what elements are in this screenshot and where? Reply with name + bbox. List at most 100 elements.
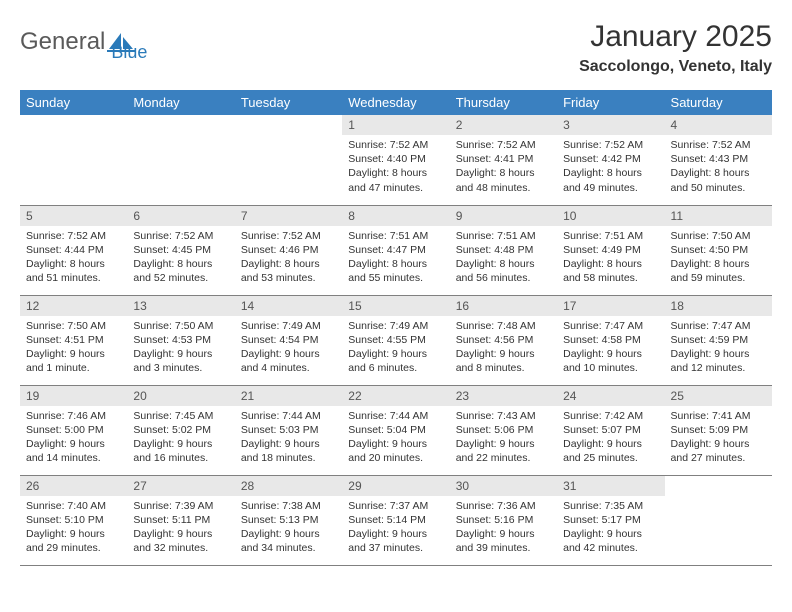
day-details: Sunrise: 7:51 AMSunset: 4:47 PMDaylight:…	[342, 226, 449, 292]
weekday-header: Wednesday	[342, 90, 449, 115]
day-details: Sunrise: 7:50 AMSunset: 4:51 PMDaylight:…	[20, 316, 127, 382]
day-number: 31	[557, 476, 664, 496]
day-details: Sunrise: 7:52 AMSunset: 4:46 PMDaylight:…	[235, 226, 342, 292]
day-details: Sunrise: 7:43 AMSunset: 5:06 PMDaylight:…	[450, 406, 557, 472]
calendar-day-cell: 17Sunrise: 7:47 AMSunset: 4:58 PMDayligh…	[557, 295, 664, 385]
day-number: 6	[127, 206, 234, 226]
day-details: Sunrise: 7:41 AMSunset: 5:09 PMDaylight:…	[665, 406, 772, 472]
calendar-day-cell: 24Sunrise: 7:42 AMSunset: 5:07 PMDayligh…	[557, 385, 664, 475]
day-number: 23	[450, 386, 557, 406]
weekday-header: Friday	[557, 90, 664, 115]
day-details: Sunrise: 7:52 AMSunset: 4:45 PMDaylight:…	[127, 226, 234, 292]
day-number: 13	[127, 296, 234, 316]
calendar-day-cell: 28Sunrise: 7:38 AMSunset: 5:13 PMDayligh…	[235, 475, 342, 565]
day-number: 18	[665, 296, 772, 316]
logo-text-general: General	[20, 28, 105, 56]
day-details: Sunrise: 7:49 AMSunset: 4:54 PMDaylight:…	[235, 316, 342, 382]
calendar-day-cell: 30Sunrise: 7:36 AMSunset: 5:16 PMDayligh…	[450, 475, 557, 565]
calendar-table: SundayMondayTuesdayWednesdayThursdayFrid…	[20, 90, 772, 566]
day-details: Sunrise: 7:44 AMSunset: 5:04 PMDaylight:…	[342, 406, 449, 472]
day-number: 3	[557, 115, 664, 135]
weekday-header: Sunday	[20, 90, 127, 115]
calendar-day-cell: 14Sunrise: 7:49 AMSunset: 4:54 PMDayligh…	[235, 295, 342, 385]
day-number: 5	[20, 206, 127, 226]
calendar-head: SundayMondayTuesdayWednesdayThursdayFrid…	[20, 90, 772, 115]
day-details: Sunrise: 7:35 AMSunset: 5:17 PMDaylight:…	[557, 496, 664, 562]
day-details: Sunrise: 7:52 AMSunset: 4:41 PMDaylight:…	[450, 135, 557, 201]
calendar-day-cell: 6Sunrise: 7:52 AMSunset: 4:45 PMDaylight…	[127, 205, 234, 295]
day-details: Sunrise: 7:50 AMSunset: 4:53 PMDaylight:…	[127, 316, 234, 382]
calendar-day-cell: 4Sunrise: 7:52 AMSunset: 4:43 PMDaylight…	[665, 115, 772, 205]
day-number: 28	[235, 476, 342, 496]
day-number: 30	[450, 476, 557, 496]
day-number: 20	[127, 386, 234, 406]
calendar-day-cell: 22Sunrise: 7:44 AMSunset: 5:04 PMDayligh…	[342, 385, 449, 475]
day-details: Sunrise: 7:37 AMSunset: 5:14 PMDaylight:…	[342, 496, 449, 562]
day-number: 16	[450, 296, 557, 316]
calendar-day-cell: 20Sunrise: 7:45 AMSunset: 5:02 PMDayligh…	[127, 385, 234, 475]
calendar-day-cell: 27Sunrise: 7:39 AMSunset: 5:11 PMDayligh…	[127, 475, 234, 565]
calendar-week-row: 12Sunrise: 7:50 AMSunset: 4:51 PMDayligh…	[20, 295, 772, 385]
calendar-blank-cell	[235, 115, 342, 205]
calendar-week-row: 1Sunrise: 7:52 AMSunset: 4:40 PMDaylight…	[20, 115, 772, 205]
day-details: Sunrise: 7:47 AMSunset: 4:58 PMDaylight:…	[557, 316, 664, 382]
calendar-day-cell: 26Sunrise: 7:40 AMSunset: 5:10 PMDayligh…	[20, 475, 127, 565]
day-number: 15	[342, 296, 449, 316]
day-details: Sunrise: 7:52 AMSunset: 4:44 PMDaylight:…	[20, 226, 127, 292]
day-details: Sunrise: 7:45 AMSunset: 5:02 PMDaylight:…	[127, 406, 234, 472]
day-details: Sunrise: 7:50 AMSunset: 4:50 PMDaylight:…	[665, 226, 772, 292]
page-title: January 2025	[579, 20, 772, 54]
calendar-day-cell: 10Sunrise: 7:51 AMSunset: 4:49 PMDayligh…	[557, 205, 664, 295]
day-number: 24	[557, 386, 664, 406]
day-details: Sunrise: 7:52 AMSunset: 4:42 PMDaylight:…	[557, 135, 664, 201]
day-details: Sunrise: 7:47 AMSunset: 4:59 PMDaylight:…	[665, 316, 772, 382]
day-details: Sunrise: 7:49 AMSunset: 4:55 PMDaylight:…	[342, 316, 449, 382]
day-number: 29	[342, 476, 449, 496]
day-number: 11	[665, 206, 772, 226]
day-number: 17	[557, 296, 664, 316]
day-details: Sunrise: 7:38 AMSunset: 5:13 PMDaylight:…	[235, 496, 342, 562]
calendar-day-cell: 29Sunrise: 7:37 AMSunset: 5:14 PMDayligh…	[342, 475, 449, 565]
weekday-header: Thursday	[450, 90, 557, 115]
day-number: 8	[342, 206, 449, 226]
calendar-day-cell: 19Sunrise: 7:46 AMSunset: 5:00 PMDayligh…	[20, 385, 127, 475]
weekday-header: Saturday	[665, 90, 772, 115]
day-number: 7	[235, 206, 342, 226]
day-number: 4	[665, 115, 772, 135]
day-number: 27	[127, 476, 234, 496]
calendar-day-cell: 8Sunrise: 7:51 AMSunset: 4:47 PMDaylight…	[342, 205, 449, 295]
logo: General Blue	[20, 20, 147, 63]
calendar-day-cell: 7Sunrise: 7:52 AMSunset: 4:46 PMDaylight…	[235, 205, 342, 295]
calendar-week-row: 5Sunrise: 7:52 AMSunset: 4:44 PMDaylight…	[20, 205, 772, 295]
weekday-row: SundayMondayTuesdayWednesdayThursdayFrid…	[20, 90, 772, 115]
day-number: 10	[557, 206, 664, 226]
day-details: Sunrise: 7:48 AMSunset: 4:56 PMDaylight:…	[450, 316, 557, 382]
day-details: Sunrise: 7:44 AMSunset: 5:03 PMDaylight:…	[235, 406, 342, 472]
day-details: Sunrise: 7:39 AMSunset: 5:11 PMDaylight:…	[127, 496, 234, 562]
calendar-day-cell: 16Sunrise: 7:48 AMSunset: 4:56 PMDayligh…	[450, 295, 557, 385]
calendar-day-cell: 15Sunrise: 7:49 AMSunset: 4:55 PMDayligh…	[342, 295, 449, 385]
day-details: Sunrise: 7:40 AMSunset: 5:10 PMDaylight:…	[20, 496, 127, 562]
calendar-day-cell: 12Sunrise: 7:50 AMSunset: 4:51 PMDayligh…	[20, 295, 127, 385]
day-number: 12	[20, 296, 127, 316]
day-details: Sunrise: 7:46 AMSunset: 5:00 PMDaylight:…	[20, 406, 127, 472]
calendar-blank-cell	[127, 115, 234, 205]
calendar-day-cell: 2Sunrise: 7:52 AMSunset: 4:41 PMDaylight…	[450, 115, 557, 205]
day-number: 14	[235, 296, 342, 316]
calendar-day-cell: 21Sunrise: 7:44 AMSunset: 5:03 PMDayligh…	[235, 385, 342, 475]
calendar-day-cell: 5Sunrise: 7:52 AMSunset: 4:44 PMDaylight…	[20, 205, 127, 295]
day-number: 9	[450, 206, 557, 226]
calendar-day-cell: 9Sunrise: 7:51 AMSunset: 4:48 PMDaylight…	[450, 205, 557, 295]
day-details: Sunrise: 7:52 AMSunset: 4:43 PMDaylight:…	[665, 135, 772, 201]
location-subtitle: Saccolongo, Veneto, Italy	[579, 58, 772, 76]
day-number: 21	[235, 386, 342, 406]
calendar-week-row: 26Sunrise: 7:40 AMSunset: 5:10 PMDayligh…	[20, 475, 772, 565]
calendar-day-cell: 18Sunrise: 7:47 AMSunset: 4:59 PMDayligh…	[665, 295, 772, 385]
calendar-day-cell: 25Sunrise: 7:41 AMSunset: 5:09 PMDayligh…	[665, 385, 772, 475]
title-block: January 2025 Saccolongo, Veneto, Italy	[579, 20, 772, 76]
calendar-blank-cell	[20, 115, 127, 205]
calendar-day-cell: 23Sunrise: 7:43 AMSunset: 5:06 PMDayligh…	[450, 385, 557, 475]
weekday-header: Tuesday	[235, 90, 342, 115]
day-number: 25	[665, 386, 772, 406]
day-details: Sunrise: 7:51 AMSunset: 4:49 PMDaylight:…	[557, 226, 664, 292]
